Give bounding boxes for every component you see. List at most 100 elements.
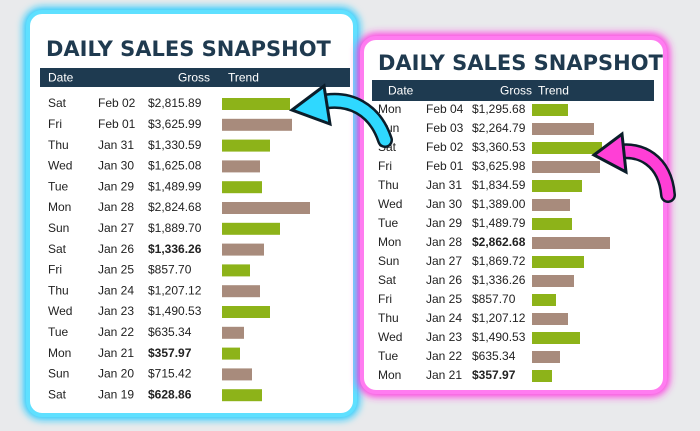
day: Tue (378, 349, 399, 363)
gross: $2,815.89 (148, 96, 202, 110)
title: DAILY SALES SNAPSHOT (378, 51, 664, 75)
day: Tue (48, 325, 69, 339)
date: Jan 21 (426, 368, 462, 382)
gross: $1,489.79 (472, 216, 526, 230)
day: Sat (48, 242, 67, 256)
date: Feb 01 (426, 159, 464, 173)
date: Jan 30 (426, 197, 462, 211)
day: Mon (378, 368, 401, 382)
date: Jan 28 (426, 235, 462, 249)
gross: $1,489.99 (148, 179, 202, 193)
gross: $1,207.12 (472, 311, 526, 325)
gross: $3,625.99 (148, 117, 202, 131)
column-header: Gross (500, 84, 532, 98)
gross: $1,295.68 (472, 102, 526, 116)
date: Feb 04 (426, 102, 464, 116)
date: Jan 28 (98, 200, 134, 214)
arrow (591, 131, 676, 203)
column-header: Gross (178, 71, 210, 85)
trend-bar (222, 347, 240, 360)
gross: $3,625.98 (472, 159, 526, 173)
date: Jan 21 (98, 346, 134, 360)
header-bar (372, 80, 654, 101)
day: Thu (378, 311, 399, 325)
day: Mon (48, 200, 71, 214)
date: Feb 02 (98, 96, 136, 110)
date: Jan 24 (98, 283, 134, 297)
trend-bar (222, 326, 244, 339)
date: Jan 27 (98, 221, 134, 235)
trend-bar (532, 142, 602, 154)
gross: $357.97 (472, 368, 516, 382)
gross: $635.34 (148, 325, 192, 339)
trend-bar (532, 294, 556, 306)
date: Jan 22 (98, 325, 134, 339)
gross: $1,889.70 (148, 221, 202, 235)
gross: $857.70 (472, 292, 516, 306)
gross: $2,824.68 (148, 200, 202, 214)
day: Sun (48, 367, 69, 381)
day: Fri (48, 117, 62, 131)
gross: $1,834.59 (472, 178, 526, 192)
date: Jan 19 (98, 387, 134, 401)
trend-bar (222, 202, 310, 214)
trend-bar (532, 332, 580, 344)
date: Feb 03 (426, 121, 464, 135)
trend-bar (222, 243, 264, 256)
date: Jan 27 (426, 254, 462, 268)
trend-bar (222, 181, 262, 194)
gross: $715.42 (148, 367, 192, 381)
day: Mon (378, 235, 401, 249)
trend-bar (222, 389, 262, 402)
trend-bar (532, 256, 584, 268)
trend-bar (222, 306, 270, 318)
date: Jan 31 (426, 178, 462, 192)
date: Jan 25 (98, 263, 134, 277)
gross: $1,389.00 (472, 197, 526, 211)
day: Mon (378, 102, 401, 116)
date: Jan 30 (98, 159, 134, 173)
title: DAILY SALES SNAPSHOT (46, 37, 332, 61)
gross: $2,264.79 (472, 121, 526, 135)
date: Jan 29 (426, 216, 462, 230)
day: Thu (48, 138, 69, 152)
trend-bar (532, 199, 570, 211)
gross: $1,330.59 (148, 138, 202, 152)
trend-bar (222, 98, 290, 110)
trend-bar (222, 264, 250, 277)
column-header: Date (388, 84, 414, 98)
gross: $628.86 (148, 387, 192, 401)
day: Sat (48, 96, 67, 110)
date: Jan 25 (426, 292, 462, 306)
trend-bar (532, 161, 600, 173)
date: Jan 23 (98, 304, 134, 318)
gross: $635.34 (472, 349, 516, 363)
day: Sun (378, 254, 399, 268)
date: Jan 22 (426, 349, 462, 363)
day: Fri (378, 159, 392, 173)
day: Sat (378, 273, 397, 287)
trend-bar (532, 104, 568, 116)
gross: $1,490.53 (472, 330, 526, 344)
day: Tue (48, 179, 69, 193)
header-bar (40, 68, 350, 87)
date: Jan 26 (426, 273, 462, 287)
gross: $1,207.12 (148, 283, 202, 297)
trend-bar (532, 370, 552, 382)
trend-bar (532, 218, 572, 230)
day: Wed (48, 304, 72, 318)
gross: $1,625.08 (148, 159, 202, 173)
gross: $1,336.26 (472, 273, 526, 287)
trend-bar (532, 123, 594, 135)
day: Thu (378, 178, 399, 192)
day: Sun (48, 221, 69, 235)
column-header: Trend (228, 71, 259, 85)
day: Sat (48, 387, 67, 401)
gross: $2,862.68 (472, 235, 526, 249)
day: Wed (378, 330, 402, 344)
column-header: Date (48, 71, 74, 85)
gross: $1,336.26 (148, 242, 202, 256)
trend-bar (222, 160, 260, 173)
gross: $357.97 (148, 346, 192, 360)
